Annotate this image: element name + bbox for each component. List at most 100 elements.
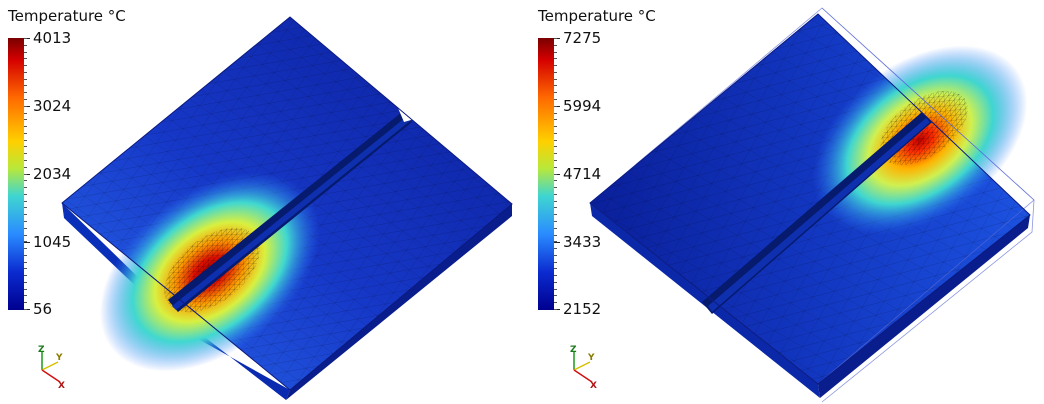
colorbar-minor-tick bbox=[24, 105, 27, 107]
colorbar-minor-tick bbox=[554, 288, 557, 290]
colorbar-label: 3024 bbox=[33, 97, 72, 115]
colorbar-tick bbox=[554, 106, 560, 107]
temperature-field-render bbox=[589, 7, 1035, 403]
colorbar-minor-tick bbox=[24, 71, 27, 73]
colorbar-tick bbox=[554, 242, 560, 243]
plate-side-right bbox=[286, 204, 512, 400]
colorbar-label: 3433 bbox=[563, 233, 602, 251]
colorbar-gradient bbox=[8, 38, 24, 310]
colorbar-minor-tick bbox=[554, 92, 557, 94]
colorbar-minor-tick bbox=[24, 281, 27, 283]
colorbar-minor-tick bbox=[24, 51, 27, 53]
colorbar-minor-tick bbox=[24, 275, 27, 277]
colorbar-minor-tick bbox=[24, 187, 27, 189]
colorbar-minor-tick bbox=[24, 214, 27, 216]
colorbar-minor-tick bbox=[24, 200, 27, 202]
colorbar-tick bbox=[24, 242, 30, 243]
colorbar-minor-tick bbox=[24, 132, 27, 134]
colorbar-minor-tick bbox=[24, 241, 27, 243]
colorbar-minor-tick bbox=[24, 302, 27, 304]
colorbar-minor-tick bbox=[554, 275, 557, 277]
colorbar-title: Temperature °C bbox=[538, 7, 656, 25]
colorbar-minor-tick bbox=[554, 234, 557, 236]
colorbar-minor-tick bbox=[554, 105, 557, 107]
colorbar-minor-tick bbox=[24, 180, 27, 182]
colorbar-minor-tick bbox=[24, 112, 27, 114]
colorbar-minor-tick bbox=[24, 220, 27, 222]
colorbar-minor-tick bbox=[24, 38, 27, 39]
colorbar-tick bbox=[554, 309, 560, 310]
colorbar-minor-tick bbox=[554, 51, 557, 53]
colorbar-minor-tick bbox=[554, 187, 557, 189]
colorbar-minor-tick bbox=[24, 309, 27, 310]
colorbar-minor-tick bbox=[24, 58, 27, 60]
left-panel: Temperature °C 4013 3024 2034 1045 56 bbox=[8, 7, 513, 400]
colorbar-minor-tick bbox=[554, 295, 557, 297]
colorbar-tick bbox=[554, 38, 560, 39]
colorbar-minor-tick bbox=[24, 227, 27, 229]
colorbar-tick bbox=[24, 309, 30, 310]
colorbar-minor-tick bbox=[554, 99, 557, 100]
colorbar-minor-tick bbox=[554, 220, 557, 222]
colorbar-minor-tick bbox=[554, 126, 557, 128]
axis-x-label: X bbox=[590, 381, 597, 391]
colorbar-minor-tick bbox=[24, 268, 27, 270]
colorbar-minor-tick bbox=[554, 44, 557, 46]
colorbar-tick bbox=[554, 174, 560, 175]
colorbar-minor-tick bbox=[554, 241, 557, 243]
colorbar-minor-tick bbox=[554, 180, 557, 182]
temperature-field-render bbox=[61, 16, 513, 400]
colorbar-minor-tick bbox=[24, 65, 27, 67]
colorbar-minor-tick bbox=[554, 200, 557, 202]
colorbar-minor-tick bbox=[554, 65, 557, 67]
colorbar-minor-tick bbox=[554, 268, 557, 270]
colorbar-minor-tick bbox=[554, 173, 557, 175]
colorbar-label-min: 56 bbox=[33, 300, 53, 318]
axis-y-label: Y bbox=[55, 353, 63, 363]
colorbar-minor-tick bbox=[554, 58, 557, 60]
colorbar-label: 5994 bbox=[563, 97, 602, 115]
colorbar-minor-tick bbox=[24, 234, 27, 236]
colorbar-minor-tick bbox=[554, 119, 557, 121]
colorbar-minor-tick bbox=[554, 139, 557, 141]
colorbar-minor-tick bbox=[24, 126, 27, 128]
colorbar-minor-tick bbox=[554, 207, 557, 209]
colorbar-minor-tick bbox=[554, 309, 557, 310]
orientation-axes: Z Y X bbox=[34, 344, 70, 391]
colorbar-minor-tick bbox=[24, 193, 27, 195]
colorbar-title: Temperature °C bbox=[8, 7, 126, 25]
colorbar-minor-tick bbox=[24, 139, 27, 141]
colorbar-minor-tick bbox=[554, 193, 557, 195]
colorbar-minor-tick bbox=[24, 173, 27, 175]
colorbar-gradient bbox=[538, 38, 554, 310]
colorbar-minor-tick bbox=[24, 295, 27, 297]
colorbar-minor-tick bbox=[554, 248, 557, 249]
colorbar-label: 1045 bbox=[33, 233, 72, 251]
colorbar-minor-tick bbox=[24, 146, 27, 148]
colorbar-minor-tick bbox=[24, 248, 27, 249]
orientation-axes: Z Y X bbox=[566, 344, 602, 391]
colorbar-minor-tick bbox=[24, 44, 27, 46]
axis-z-label: Z bbox=[38, 345, 45, 355]
colorbar-minor-tick bbox=[24, 254, 27, 256]
colorbar-minor-tick bbox=[24, 159, 27, 161]
colorbar-minor-tick bbox=[554, 132, 557, 134]
colorbar-minor-tick bbox=[24, 153, 27, 155]
colorbar-minor-tick bbox=[554, 159, 557, 161]
colorbar-minor-tick bbox=[554, 71, 557, 73]
colorbar-minor-tick bbox=[24, 288, 27, 290]
colorbar-minor-tick bbox=[24, 166, 27, 168]
colorbar-tick bbox=[24, 38, 30, 39]
colorbar-minor-tick bbox=[24, 99, 27, 100]
colorbar-minor-tick bbox=[24, 92, 27, 94]
colorbar-minor-tick bbox=[554, 261, 557, 263]
colorbar-minor-tick bbox=[554, 281, 557, 283]
colorbar-minor-tick bbox=[554, 227, 557, 229]
colorbar-minor-tick bbox=[24, 85, 27, 87]
colorbar-minor-tick bbox=[554, 78, 557, 80]
colorbar-minor-tick bbox=[554, 85, 557, 87]
colorbar-minor-tick bbox=[554, 153, 557, 155]
colorbar-tick bbox=[24, 174, 30, 175]
colorbar-minor-tick bbox=[24, 78, 27, 80]
colorbar-label-max: 7275 bbox=[563, 29, 602, 47]
